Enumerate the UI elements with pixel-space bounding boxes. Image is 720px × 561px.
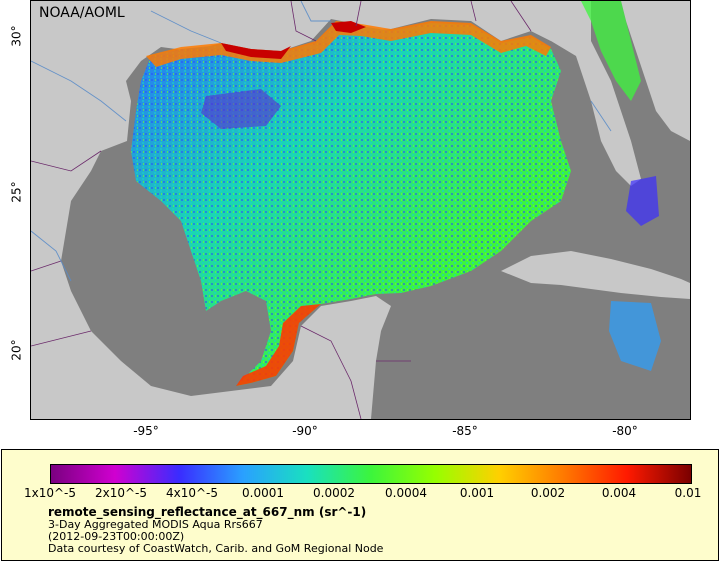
colorbar-label: 4x10^-5 [165,486,219,500]
x-tick-95: -95° [133,424,159,438]
colorbar-label: 1x10^-5 [23,486,77,500]
agency-label: NOAA/AOML [39,5,125,21]
colorbar-label: 2x10^-5 [94,486,148,500]
y-tick-30: 30° [9,25,24,47]
florida-bay-data [626,176,659,226]
map-canvas [31,1,690,419]
low-reflectance-patch [201,89,281,129]
colorbar-label: 0.001 [459,486,495,500]
caribbean-data [609,301,661,371]
colorbar-label: 0.004 [601,486,637,500]
y-tick-25: 25° [9,181,24,203]
state-borders [31,1,532,419]
colorbar-label: 0.0004 [385,486,427,500]
variable-title: remote_sensing_reflectance_at_667_nm (sr… [48,505,367,519]
x-tick-80: -80° [612,424,638,438]
x-tick-85: -85° [452,424,478,438]
colorbar-label: 0.0002 [313,486,355,500]
time-stamp: (2012-09-23T00:00:00Z) [48,530,185,543]
land-east-coast [621,1,690,141]
coastal-high-reflectance-mexico [236,304,321,386]
colorbar-label: 0.0001 [242,486,284,500]
colorbar [50,464,692,484]
coastal-peak-reflectance [221,21,366,59]
dataset-description: 3-Day Aggregated MODIS Aqua Rrs667 [48,518,263,531]
east-coast-data [581,1,641,101]
rivers [31,1,612,282]
map-panel: NOAA/AOML [30,0,691,420]
legend-panel: 1x10^-5 2x10^-5 4x10^-5 0.0001 0.0002 0.… [1,449,719,561]
x-tick-90: -90° [292,424,318,438]
land-florida [501,11,641,186]
colorbar-label: 0.01 [674,486,702,500]
land-north-america [31,1,591,419]
colorbar-label: 0.002 [530,486,566,500]
y-tick-20: 20° [9,339,24,361]
land-cuba [501,251,690,299]
credit-line: Data courtesy of CoastWatch, Carib. and … [48,542,384,555]
